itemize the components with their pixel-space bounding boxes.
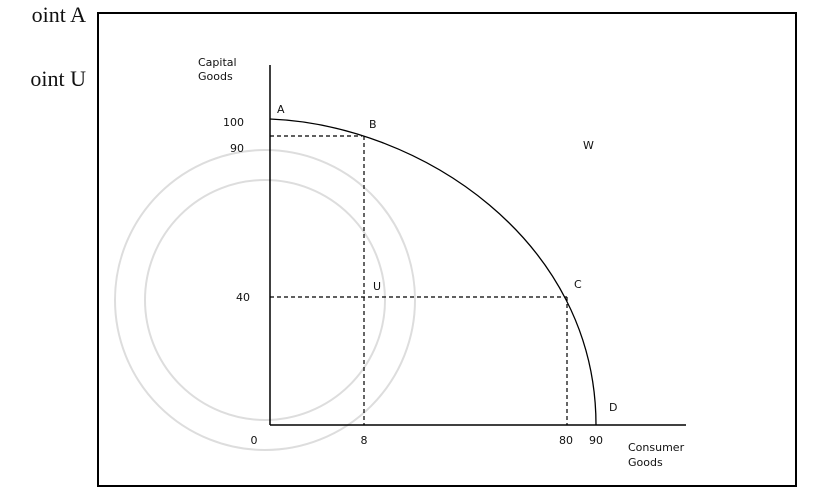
watermark [115, 150, 415, 450]
point-label: D [609, 401, 617, 414]
y-axis-label: Capital [198, 56, 237, 69]
diagram: oint A oint U Capital Goods Consumer Goo… [0, 0, 815, 503]
x-tick-label: 8 [361, 434, 368, 447]
cropped-text: oint U [30, 66, 86, 91]
y-tick-label: 90 [230, 142, 244, 155]
y-axis-label: Goods [198, 70, 233, 83]
point-label: W [583, 139, 594, 152]
x-tick-label: 80 [559, 434, 573, 447]
frame [98, 13, 796, 486]
y-tick-label: 40 [236, 291, 250, 304]
guide-lines [270, 136, 567, 425]
page: oint A oint U Capital Goods Consumer Goo… [0, 0, 815, 503]
x-tick-label: 0 [251, 434, 258, 447]
point-label: A [277, 103, 285, 116]
y-tick-label: 100 [223, 116, 244, 129]
ppf-curve [270, 119, 596, 425]
point-label: B [369, 118, 377, 131]
x-tick-label: 90 [589, 434, 603, 447]
x-axis-label: Consumer [628, 441, 685, 454]
x-axis-label: Goods [628, 456, 663, 469]
cropped-text: oint A [32, 2, 87, 27]
point-label: U [373, 280, 381, 293]
point-label: C [574, 278, 582, 291]
